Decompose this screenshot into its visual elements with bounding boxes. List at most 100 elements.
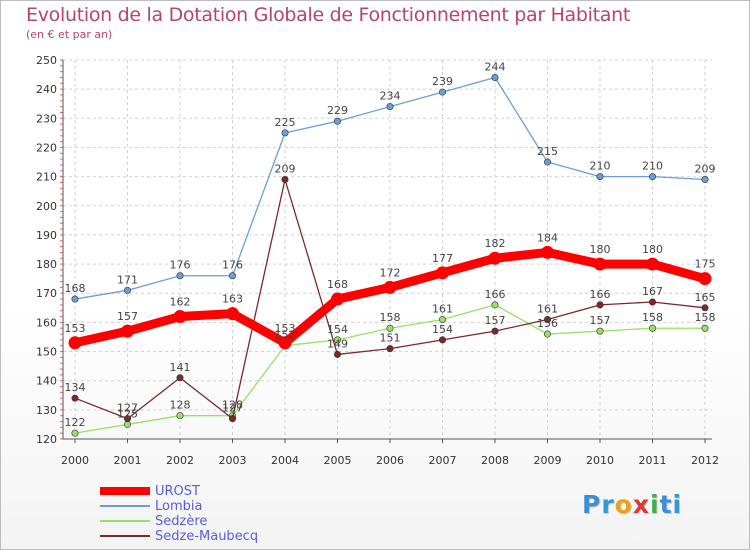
legend-swatch (100, 505, 150, 507)
data-label: 171 (117, 273, 138, 286)
data-label: 158 (642, 311, 663, 324)
data-point (436, 266, 449, 280)
data-point (386, 324, 394, 332)
data-label: 209 (275, 163, 296, 176)
data-point (121, 324, 134, 338)
data-label: 141 (170, 361, 191, 374)
data-label: 157 (117, 310, 138, 323)
y-tick-label: 220 (36, 141, 57, 154)
series-urost (68, 245, 712, 350)
data-point (229, 272, 237, 280)
data-label: 176 (222, 259, 243, 272)
data-point (596, 301, 604, 309)
data-label: 244 (485, 60, 506, 73)
data-label: 239 (432, 75, 453, 88)
legend-label: Sedze-Maubecq (155, 529, 259, 544)
data-label: 225 (275, 116, 296, 129)
data-point (281, 129, 289, 137)
axes: 120 130 140 150 160 170 180 190 200 210 220 230 240 2… (36, 54, 719, 467)
data-point (226, 307, 239, 321)
series-sedz-re (71, 301, 709, 437)
grid (63, 59, 712, 440)
data-point (596, 327, 604, 335)
data-label: 210 (590, 160, 611, 173)
data-point (176, 412, 184, 420)
data-point (71, 429, 79, 437)
data-point (176, 374, 184, 382)
legend-label: UROST (155, 484, 200, 499)
data-point (71, 295, 79, 303)
data-label: 234 (380, 90, 401, 103)
data-label: 209 (695, 163, 716, 176)
proxiti-logo: Proxiti (582, 490, 683, 519)
data-label: 229 (327, 104, 348, 117)
legend-entry: Lombia (100, 499, 350, 514)
data-label: 127 (117, 402, 138, 415)
y-tick-label: 170 (36, 287, 57, 300)
data-label: 180 (590, 243, 611, 256)
data-label: 161 (432, 302, 453, 315)
x-tick-label: 2005 (324, 454, 352, 467)
data-label: 163 (222, 293, 243, 306)
y-tick-label: 150 (36, 346, 57, 359)
series-lines (68, 73, 712, 437)
legend-entry: Sedzère (100, 514, 350, 529)
data-point (491, 73, 499, 81)
data-point (176, 272, 184, 280)
data-label: 128 (170, 399, 191, 412)
data-point (71, 394, 79, 402)
data-point (68, 336, 82, 350)
data-point (386, 345, 394, 353)
data-point (646, 257, 659, 271)
data-label: 176 (170, 259, 191, 272)
x-tick-label: 2006 (376, 454, 404, 467)
data-point (333, 336, 341, 344)
data-label: 149 (327, 337, 348, 350)
data-point (648, 298, 656, 306)
y-tick-label: 120 (36, 433, 57, 446)
data-label: 158 (695, 311, 716, 324)
data-label: 165 (695, 291, 716, 304)
chart-subtitle: (en € et par an) (26, 28, 113, 41)
data-point (698, 272, 712, 286)
data-point (438, 336, 446, 344)
x-tick-label: 2012 (691, 454, 719, 467)
x-tick-label: 2001 (114, 454, 142, 467)
data-point (173, 310, 187, 324)
data-label: 175 (695, 258, 716, 271)
data-label: 172 (380, 266, 401, 279)
y-tick-label: 240 (36, 83, 57, 96)
x-tick-label: 2011 (639, 454, 667, 467)
data-point (229, 415, 237, 423)
data-label: 182 (485, 237, 506, 250)
data-label: 125 (117, 407, 138, 420)
data-point (124, 286, 132, 294)
legend-label: Lombia (155, 499, 203, 514)
data-label: 157 (590, 314, 611, 327)
data-label: 166 (590, 288, 611, 301)
data-label: 184 (537, 231, 558, 244)
data-point (383, 280, 397, 294)
y-tick-label: 230 (36, 112, 57, 125)
legend-entry: Sedze-Maubecq (100, 529, 350, 544)
data-point (124, 420, 132, 428)
data-label: 151 (380, 332, 401, 345)
data-point (648, 324, 656, 332)
data-point (488, 251, 502, 265)
data-label: 168 (65, 282, 86, 295)
y-tick-label: 160 (36, 316, 57, 329)
data-label: 156 (537, 317, 558, 330)
legend-entry: UROST (100, 484, 350, 499)
data-point (438, 315, 446, 323)
data-label: 152 (275, 329, 296, 342)
data-label: 153 (65, 322, 86, 335)
data-point (333, 117, 341, 125)
data-label: 167 (642, 285, 663, 298)
data-label: 122 (65, 416, 86, 429)
y-tick-label: 250 (36, 54, 57, 67)
data-label: 128 (222, 399, 243, 412)
data-label: 153 (275, 322, 296, 335)
data-point (701, 176, 709, 184)
y-tick-label: 180 (36, 258, 57, 271)
